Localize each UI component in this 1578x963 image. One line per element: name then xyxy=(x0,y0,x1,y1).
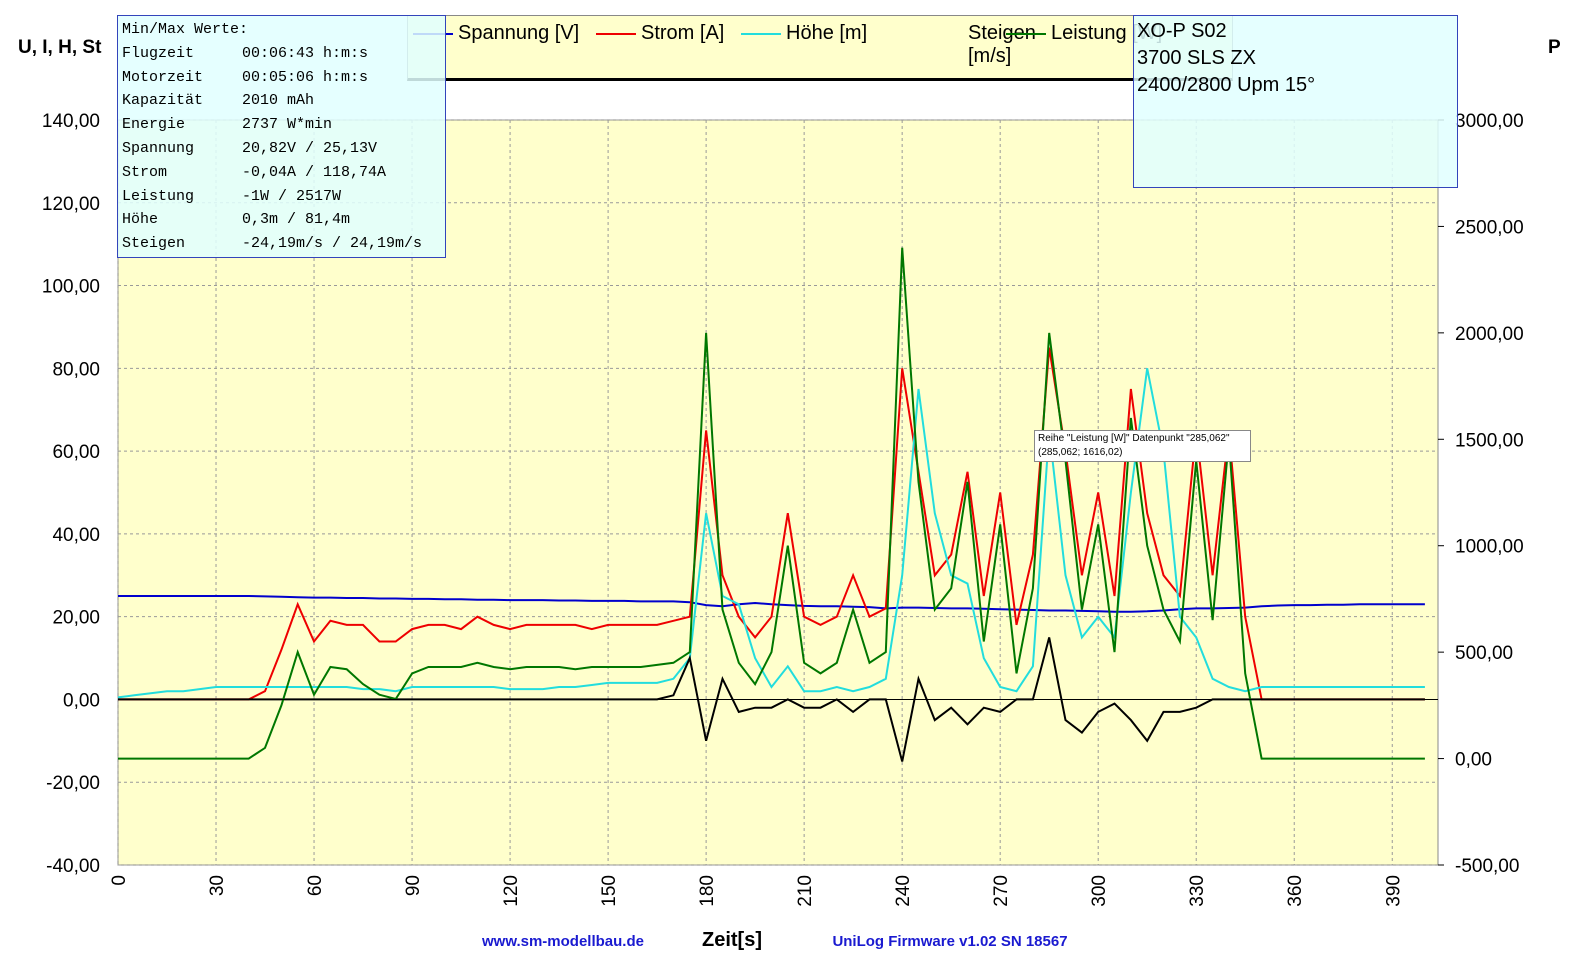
y2-tick-label: 1500,00 xyxy=(1455,430,1524,451)
info-value: 20,82V / 25,13V xyxy=(242,139,378,157)
info-title: Min/Max Werte: xyxy=(122,21,249,38)
x-tick-label: 270 xyxy=(991,875,1012,907)
tooltip-line: Reihe "Leistung [W]" Datenpunkt "285,062… xyxy=(1038,433,1230,444)
info-key: Strom xyxy=(122,163,168,181)
x-tick-label: 60 xyxy=(305,875,326,896)
y-tick-label: 140,00 xyxy=(42,111,100,132)
info-row: Energie 2737 W*min xyxy=(122,113,441,137)
info-row: Spannung 20,82V / 25,13V xyxy=(122,137,441,161)
x-tick-label: 90 xyxy=(403,875,424,896)
info-value: 00:06:43 h:m:s xyxy=(242,44,369,62)
info-value: 0,3m / 81,4m xyxy=(242,211,351,229)
y2-tick-label: 500,00 xyxy=(1455,643,1513,664)
y-tick-label: 0,00 xyxy=(63,690,100,711)
x-tick-label: 180 xyxy=(697,875,718,907)
info-key: Energie xyxy=(122,116,186,134)
model-box: XO-P S02 3700 SLS ZX 2400/2800 Upm 15° xyxy=(1133,15,1458,188)
x-tick-label: 300 xyxy=(1089,875,1110,907)
y-tick-label: 120,00 xyxy=(42,194,100,215)
y-tick-label: 100,00 xyxy=(42,277,100,298)
x-tick-label: 240 xyxy=(893,875,914,907)
info-key: Motorzeit xyxy=(122,68,204,86)
info-value: 2737 W*min xyxy=(242,116,333,134)
info-row: Motorzeit 00:05:06 h:m:s xyxy=(122,66,441,90)
y-tick-label: 60,00 xyxy=(52,442,100,463)
tooltip: Reihe "Leistung [W]" Datenpunkt "285,062… xyxy=(1034,430,1251,462)
x-tick-label: 0 xyxy=(109,875,130,886)
ticks: -40,00 -20,00 0,00 20,00 40,00 60,00 80,00 100,… xyxy=(42,111,1524,907)
info-box: Min/Max Werte: Flugzeit 00:06:43 h:m:s Mot… xyxy=(117,15,446,258)
y2-tick-label: 0,00 xyxy=(1455,750,1492,771)
info-row: Leistung -1W / 2517W xyxy=(122,185,441,209)
y-tick-label: 20,00 xyxy=(52,608,100,629)
info-key: Spannung xyxy=(122,139,195,157)
series-line xyxy=(118,247,1425,760)
x-tick-label: 150 xyxy=(599,875,620,907)
info-value: -0,04A / 118,74A xyxy=(242,163,387,181)
tooltip-line: (285,062; 1616,02) xyxy=(1038,447,1123,458)
info-row: Flugzeit 00:06:43 h:m:s xyxy=(122,42,441,66)
info-key: Leistung xyxy=(122,187,195,205)
legend: Spannung [V] Strom [A] Höhe [m] Steigen [m/… xyxy=(407,15,1233,81)
lines xyxy=(117,247,1425,762)
legend-item: Strom [A] xyxy=(596,22,724,45)
y-tick-label: -20,00 xyxy=(46,773,100,794)
y2-tick-label: -500,00 xyxy=(1455,856,1519,877)
legend-item: Steigen [m/s] xyxy=(923,22,1048,68)
y2-tick-label: 2000,00 xyxy=(1455,324,1524,345)
info-row: Höhe 0,3m / 81,4m xyxy=(122,208,441,232)
series-line xyxy=(117,368,1425,699)
info-key: Flugzeit xyxy=(122,44,195,62)
model-line: XO-P S02 xyxy=(1137,20,1227,42)
footer-link[interactable]: www.sm-modellbau.de xyxy=(481,933,644,950)
x-tick-label: 120 xyxy=(501,875,522,907)
x-axis-label: Zeit[s] xyxy=(702,929,762,951)
x-tick-label: 360 xyxy=(1285,875,1306,907)
y-tick-label: 40,00 xyxy=(52,525,100,546)
y-tick-label: -40,00 xyxy=(46,856,100,877)
info-row: Strom -0,04A / 118,74A xyxy=(122,161,441,185)
legend-swatch xyxy=(1006,33,1046,35)
legend-label: Spannung [V] xyxy=(458,22,580,44)
legend-label: Strom [A] xyxy=(641,22,725,44)
info-row: Kapazität 2010 mAh xyxy=(122,89,441,113)
y2-tick-label: 1000,00 xyxy=(1455,537,1524,558)
footer-firmware: UniLog Firmware v1.02 SN 18567 xyxy=(832,933,1067,950)
y2-tick-label: 2500,00 xyxy=(1455,217,1524,238)
info-key: Kapazität xyxy=(122,92,204,110)
legend-swatch xyxy=(741,33,781,35)
info-value: 2010 mAh xyxy=(242,92,315,110)
info-key: Steigen xyxy=(122,235,186,253)
x-tick-label: 390 xyxy=(1383,875,1404,907)
legend-label: Steigen [m/s] xyxy=(968,22,1036,67)
legend-item: Höhe [m] xyxy=(741,22,867,45)
info-value: 00:05:06 h:m:s xyxy=(242,68,369,86)
x-tick-label: 210 xyxy=(795,875,816,907)
x-tick-label: 30 xyxy=(207,875,228,896)
info-value: -1W / 2517W xyxy=(242,187,342,205)
series-line xyxy=(118,347,1425,701)
info-key: Höhe xyxy=(122,211,159,229)
info-value: -24,19m/s / 24,19m/s xyxy=(242,235,423,253)
legend-label: Höhe [m] xyxy=(786,22,868,44)
legend-swatch xyxy=(596,33,636,35)
y2-axis-label: P xyxy=(1548,37,1561,58)
y2-tick-label: 3000,00 xyxy=(1455,111,1524,132)
y-axis-label: U, I, H, St xyxy=(18,37,102,58)
model-line: 3700 SLS ZX xyxy=(1137,47,1256,69)
series-line xyxy=(118,595,1425,613)
info-row: Steigen -24,19m/s / 24,19m/s xyxy=(122,232,441,256)
model-line: 2400/2800 Upm 15° xyxy=(1137,74,1316,96)
y-tick-label: 80,00 xyxy=(52,359,100,380)
x-tick-label: 330 xyxy=(1187,875,1208,907)
